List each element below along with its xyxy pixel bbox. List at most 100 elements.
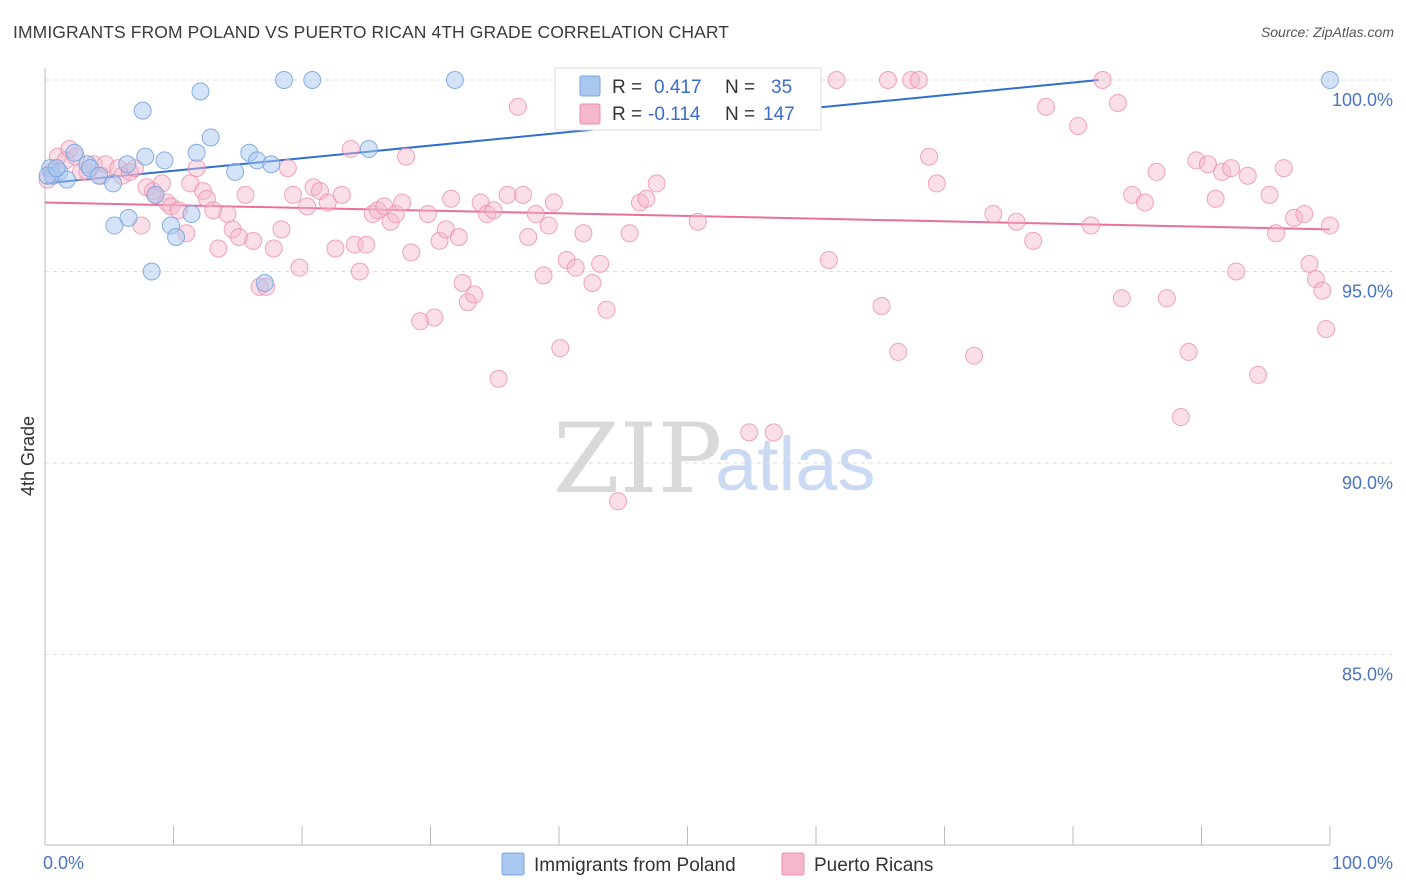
data-point-puerto-ricans: [1007, 212, 1026, 231]
data-point-immigrants-from-poland: [89, 166, 108, 185]
data-point-puerto-ricans: [688, 212, 707, 231]
data-point-puerto-ricans: [290, 258, 309, 277]
stats-r-label-blue: R =: [612, 77, 642, 98]
data-point-puerto-ricans: [244, 231, 263, 250]
source-credit: Source: ZipAtlas.com: [1260, 24, 1394, 40]
data-point-puerto-ricans: [819, 251, 838, 270]
data-point-immigrants-from-poland: [167, 228, 186, 247]
data-point-puerto-ricans: [620, 224, 639, 243]
y-tick-label: 95.0%: [1342, 282, 1393, 302]
data-point-puerto-ricans: [442, 189, 461, 208]
data-point-immigrants-from-poland: [146, 185, 165, 204]
data-point-puerto-ricans: [591, 254, 610, 273]
data-point-puerto-ricans: [197, 189, 216, 208]
data-point-puerto-ricans: [357, 235, 376, 254]
stats-swatch-blue: [579, 75, 601, 97]
data-point-puerto-ricans: [1213, 162, 1232, 181]
data-point-immigrants-from-poland: [57, 170, 76, 189]
data-point-puerto-ricans: [927, 174, 946, 193]
data-point-immigrants-from-poland: [1321, 71, 1339, 89]
data-point-puerto-ricans: [1267, 224, 1286, 243]
data-point-puerto-ricans: [1222, 159, 1241, 178]
axes: [44, 68, 1331, 846]
data-point-puerto-ricans: [902, 71, 921, 89]
y-tick-label: 100.0%: [1332, 90, 1393, 110]
data-point-immigrants-from-poland: [104, 174, 123, 193]
data-point-puerto-ricans: [1274, 159, 1293, 178]
data-point-puerto-ricans: [272, 220, 291, 239]
stats-n-value-blue: 35: [771, 77, 792, 98]
y-tick-label: 85.0%: [1342, 665, 1393, 685]
data-point-puerto-ricans: [1260, 185, 1279, 204]
data-point-puerto-ricans: [609, 492, 628, 511]
data-point-puerto-ricans: [1135, 193, 1154, 212]
data-point-puerto-ricans: [1081, 216, 1100, 235]
data-point-puerto-ricans: [341, 139, 360, 158]
legend-swatch-poland: [501, 852, 525, 876]
data-point-puerto-ricans: [574, 224, 593, 243]
data-point-puerto-ricans: [332, 185, 351, 204]
chart-title: IMMIGRANTS FROM POLAND VS PUERTO RICAN 4…: [13, 22, 730, 42]
data-point-puerto-ricans: [1306, 270, 1325, 289]
data-point-puerto-ricans: [1206, 189, 1225, 208]
data-point-puerto-ricans: [1147, 162, 1166, 181]
legend-label-poland: Immigrants from Poland: [534, 855, 736, 876]
data-point-puerto-ricans: [418, 205, 437, 224]
data-point-puerto-ricans: [1321, 216, 1339, 235]
y-axis-label: 4th Grade: [18, 416, 38, 496]
data-point-puerto-ricans: [1238, 166, 1257, 185]
trend-line-immigrants-from-poland: [44, 79, 1099, 185]
y-tick-label: 90.0%: [1342, 473, 1393, 493]
stats-n-value-pink: 147: [763, 104, 795, 125]
data-point-puerto-ricans: [204, 201, 223, 220]
data-point-puerto-ricans: [402, 243, 421, 262]
data-point-puerto-ricans: [230, 228, 249, 247]
data-point-puerto-ricans: [218, 205, 237, 224]
data-point-puerto-ricans: [557, 251, 576, 270]
data-point-puerto-ricans: [397, 147, 416, 166]
data-point-puerto-ricans: [1295, 205, 1314, 224]
data-point-puerto-ricans: [1285, 208, 1304, 227]
data-point-puerto-ricans: [187, 159, 206, 178]
data-point-immigrants-from-poland: [105, 216, 124, 235]
data-point-puerto-ricans: [264, 239, 283, 258]
data-point-immigrants-from-poland: [65, 143, 84, 162]
data-point-puerto-ricans: [489, 369, 508, 388]
data-point-puerto-ricans: [965, 346, 984, 365]
data-point-puerto-ricans: [1227, 262, 1246, 281]
data-point-immigrants-from-poland: [47, 159, 66, 178]
watermark: ZIP atlas: [553, 403, 876, 515]
data-point-puerto-ricans: [827, 71, 846, 89]
data-point-puerto-ricans: [647, 174, 666, 193]
data-point-puerto-ricans: [236, 185, 255, 204]
data-point-puerto-ricans: [1037, 97, 1056, 116]
data-point-puerto-ricans: [1171, 408, 1190, 427]
data-point-puerto-ricans: [514, 185, 533, 204]
stats-r-label-pink: R =: [612, 104, 642, 125]
data-point-puerto-ricans: [1069, 116, 1088, 135]
x-tick-label: 100.0%: [1332, 853, 1393, 873]
data-point-immigrants-from-poland: [226, 162, 245, 181]
data-point-puerto-ricans: [298, 197, 317, 216]
data-point-puerto-ricans: [1157, 289, 1176, 308]
data-point-puerto-ricans: [1108, 93, 1127, 112]
data-point-immigrants-from-poland: [133, 101, 152, 120]
data-point-immigrants-from-poland: [191, 82, 210, 101]
trend-lines: [44, 79, 1331, 231]
data-point-puerto-ricans: [318, 193, 337, 212]
data-point-puerto-ricans: [484, 201, 503, 220]
x-tick-label: 0.0%: [43, 853, 84, 873]
data-point-puerto-ricans: [544, 193, 563, 212]
x-tick-labels: 0.0% 100.0%: [43, 853, 1393, 873]
data-point-puerto-ricans: [878, 71, 897, 89]
data-point-puerto-ricans: [539, 216, 558, 235]
data-point-immigrants-from-poland: [136, 147, 155, 166]
series-immigrants-from-poland: [38, 71, 1339, 292]
data-point-immigrants-from-poland: [359, 139, 378, 158]
data-point-puerto-ricans: [597, 300, 616, 319]
data-point-puerto-ricans: [1179, 342, 1198, 361]
data-point-immigrants-from-poland: [275, 71, 294, 89]
data-point-puerto-ricans: [453, 273, 472, 292]
legend: Immigrants from Poland Puerto Ricans: [501, 852, 933, 876]
data-point-puerto-ricans: [551, 339, 570, 358]
